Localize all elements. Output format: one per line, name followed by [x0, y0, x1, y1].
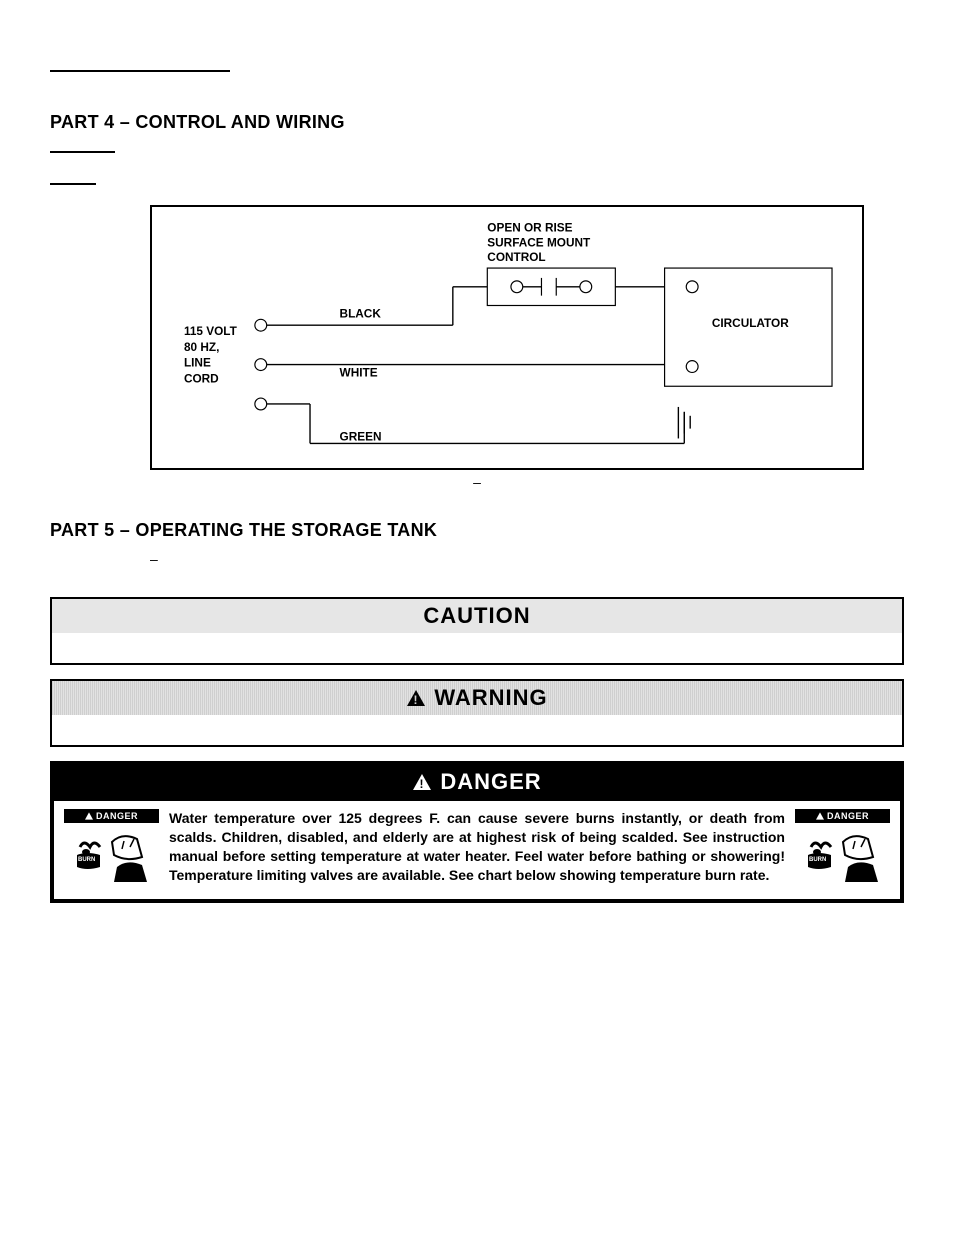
warning-header: ! WARNING: [52, 681, 902, 715]
diag-wire-black: BLACK: [340, 306, 382, 320]
wiring-diagram: OPEN OR RISE SURFACE MOUNT CONTROL CIRCU…: [150, 205, 864, 470]
divider-part4-b: [50, 183, 96, 185]
warning-triangle-icon: !: [406, 689, 426, 707]
danger-badge-right: DANGER BURN: [795, 809, 890, 887]
diag-label-control-l3: CONTROL: [487, 250, 545, 264]
diag-wire-white: WHITE: [340, 365, 378, 379]
warning-box: ! WARNING: [50, 679, 904, 747]
danger-box: ! DANGER DANGER BURN Water temperature o…: [50, 761, 904, 903]
diag-left-l2: 80 HZ,: [184, 340, 219, 354]
danger-header: ! DANGER: [54, 765, 900, 801]
badge-triangle-icon: [85, 812, 93, 820]
danger-title: DANGER: [440, 769, 541, 795]
badge-left-text: DANGER: [96, 811, 138, 821]
diag-left-l3: LINE: [184, 356, 211, 370]
diag-label-control-l1: OPEN OR RISE: [487, 221, 572, 235]
diag-label-control-l2: SURFACE MOUNT: [487, 235, 591, 249]
danger-body: DANGER BURN Water temperature over 125 d…: [54, 801, 900, 899]
caution-header: CAUTION: [52, 599, 902, 633]
caution-body: [52, 633, 902, 663]
divider-top: [50, 70, 230, 72]
diag-left-l1: 115 VOLT: [184, 324, 238, 338]
svg-text:!: !: [420, 777, 425, 791]
danger-body-text: Water temperature over 125 degrees F. ca…: [169, 809, 785, 885]
scald-icon-left: BURN: [72, 827, 152, 887]
part4-heading: PART 4 – CONTROL AND WIRING: [50, 112, 904, 133]
diag-wire-green: GREEN: [340, 429, 382, 443]
badge-right-text: DANGER: [827, 811, 869, 821]
diag-label-circulator: CIRCULATOR: [712, 316, 789, 330]
caution-title: CAUTION: [423, 603, 530, 629]
svg-text:!: !: [414, 693, 419, 707]
divider-part4-a: [50, 151, 115, 153]
warning-body: [52, 715, 902, 745]
caution-box: CAUTION: [50, 597, 904, 665]
badge-triangle-icon: [816, 812, 824, 820]
svg-text:BURN: BURN: [809, 857, 826, 863]
dash-under-diagram: –: [50, 474, 904, 490]
diag-left-l4: CORD: [184, 371, 219, 385]
dash-under-part5: –: [150, 551, 904, 567]
scald-icon-right: BURN: [803, 827, 883, 887]
warning-title: WARNING: [434, 685, 547, 711]
wiring-diagram-svg: OPEN OR RISE SURFACE MOUNT CONTROL CIRCU…: [152, 207, 862, 468]
danger-triangle-icon: !: [412, 773, 432, 791]
part5-heading: PART 5 – OPERATING THE STORAGE TANK: [50, 520, 904, 541]
danger-badge-left: DANGER BURN: [64, 809, 159, 887]
svg-text:BURN: BURN: [78, 857, 95, 863]
